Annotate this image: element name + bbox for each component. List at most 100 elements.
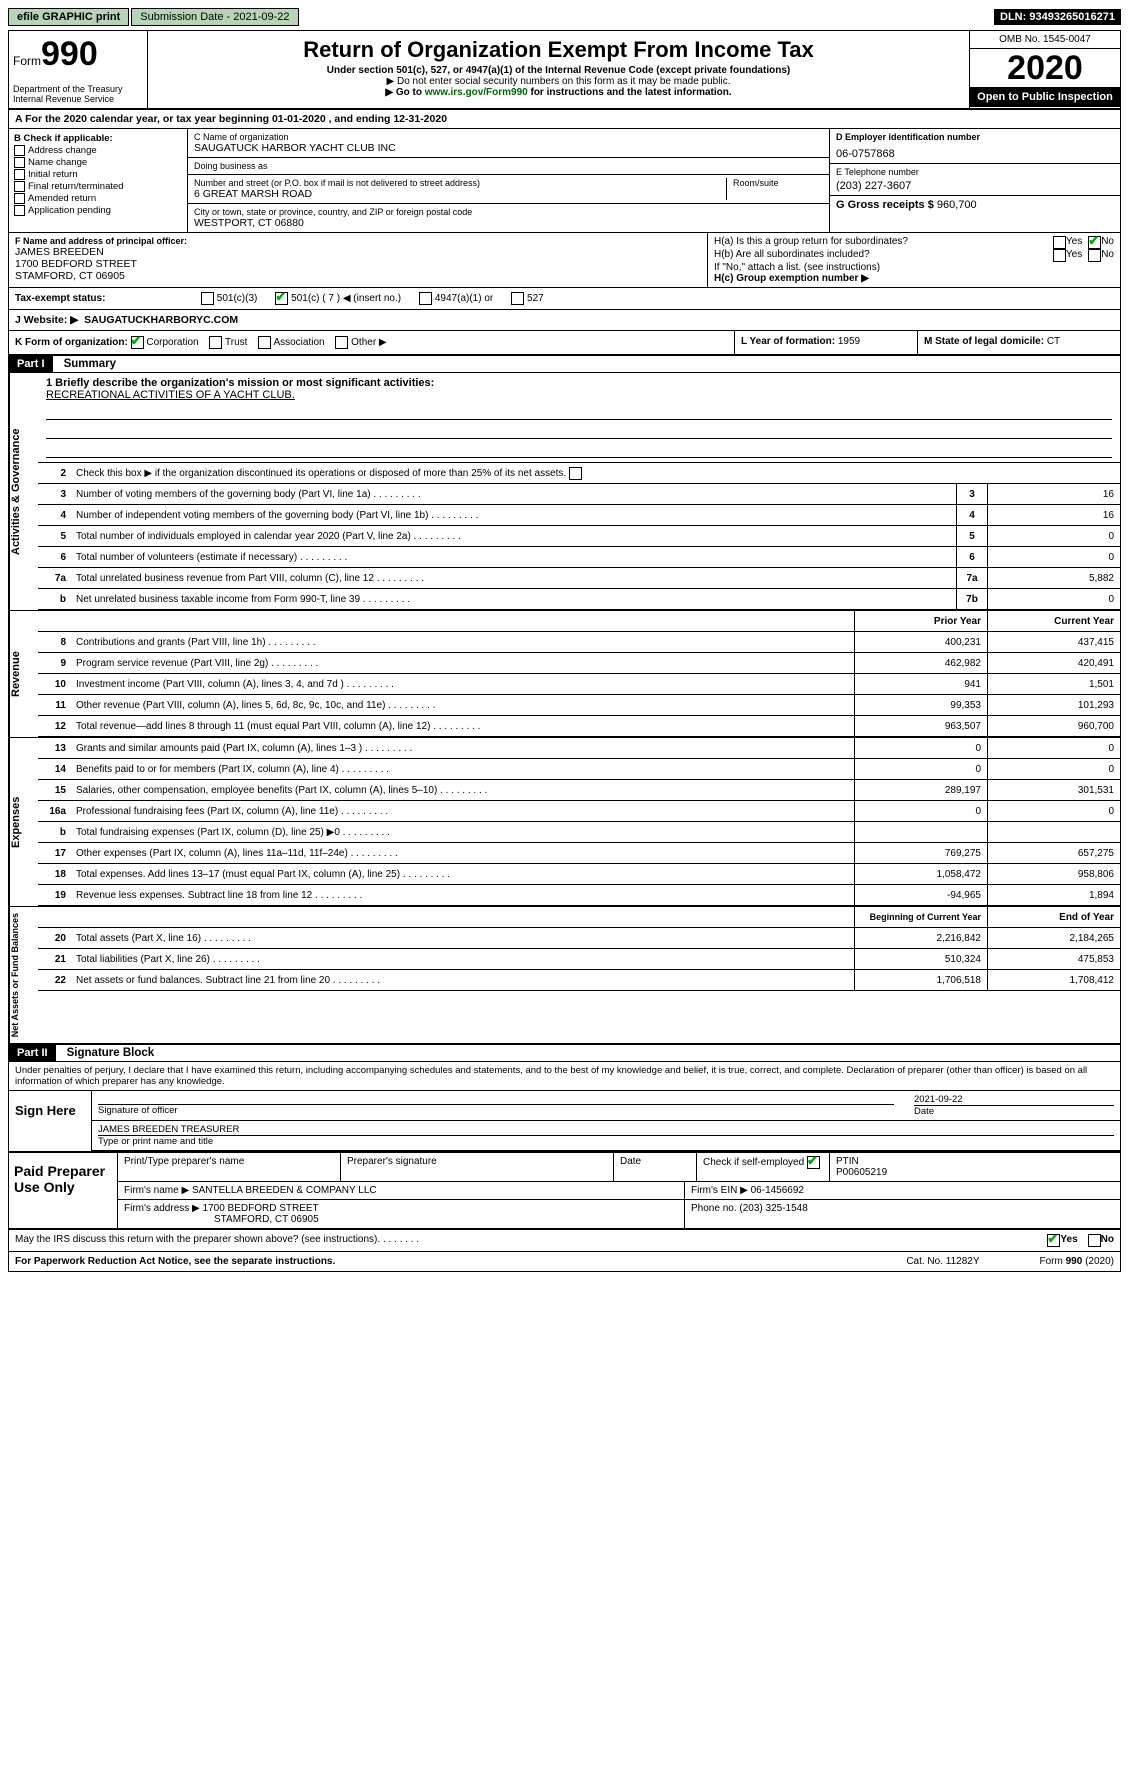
line2-checkbox[interactable] — [569, 467, 582, 480]
hb-note: If "No," attach a list. (see instruction… — [714, 262, 1114, 273]
paid-preparer-block: Paid Preparer Use Only Print/Type prepar… — [9, 1151, 1120, 1230]
527-checkbox[interactable] — [511, 292, 524, 305]
state-domicile: CT — [1047, 336, 1060, 347]
checkbox-address-change[interactable]: Address change — [14, 145, 182, 156]
summary-line: 21Total liabilities (Part X, line 26)510… — [38, 949, 1120, 970]
omb-number: OMB No. 1545-0047 — [970, 31, 1120, 49]
sig-date-label: Date — [914, 1105, 1114, 1117]
501c-checkbox[interactable] — [275, 292, 288, 305]
discuss-no-checkbox[interactable] — [1088, 1234, 1101, 1247]
self-employed-checkbox[interactable] — [807, 1156, 820, 1169]
firm-name-label: Firm's name ▶ — [124, 1185, 189, 1196]
summary-line: 5Total number of individuals employed in… — [38, 526, 1120, 547]
firm-ein-value: 06-1456692 — [751, 1185, 804, 1196]
ein-value: 06-0757868 — [836, 148, 1114, 160]
website-value: SAUGATUCKHARBORYC.COM — [84, 314, 238, 326]
hb-yes-checkbox[interactable] — [1053, 249, 1066, 262]
part2-title: Signature Block — [59, 1044, 163, 1062]
officer-addr2: STAMFORD, CT 06905 — [15, 270, 701, 282]
end-header: End of Year — [987, 907, 1120, 927]
revenue-section: Revenue Prior Year Current Year 8Contrib… — [9, 610, 1120, 737]
hb-no-checkbox[interactable] — [1088, 249, 1101, 262]
governance-section: Activities & Governance 1 Briefly descri… — [9, 373, 1120, 610]
summary-line: 6Total number of volunteers (estimate if… — [38, 547, 1120, 568]
subtitle-1: Under section 501(c), 527, or 4947(a)(1)… — [156, 65, 961, 76]
checkbox-amended-return[interactable]: Amended return — [14, 193, 182, 204]
subtitle-2: ▶ Do not enter social security numbers o… — [156, 76, 961, 87]
summary-line: 8Contributions and grants (Part VIII, li… — [38, 632, 1120, 653]
summary-line: 13Grants and similar amounts paid (Part … — [38, 738, 1120, 759]
line2-desc: Check this box ▶ if the organization dis… — [72, 465, 1120, 482]
ptin-value: P00605219 — [836, 1167, 1114, 1178]
discuss-question: May the IRS discuss this return with the… — [15, 1234, 377, 1247]
firm-name-value: SANTELLA BREEDEN & COMPANY LLC — [192, 1185, 377, 1196]
checkbox-final-return[interactable]: Final return/terminated — [14, 181, 182, 192]
officer-name: JAMES BREEDEN — [15, 246, 701, 258]
gross-receipts-value: 960,700 — [937, 199, 977, 211]
perjury-statement: Under penalties of perjury, I declare th… — [9, 1062, 1120, 1090]
pra-notice: For Paperwork Reduction Act Notice, see … — [15, 1256, 335, 1267]
ptin-label: PTIN — [836, 1156, 1114, 1167]
org-name-label: C Name of organization — [194, 132, 823, 142]
other-checkbox[interactable] — [335, 336, 348, 349]
website-row: J Website: ▶ SAUGATUCKHARBORYC.COM — [9, 310, 1120, 331]
open-inspection-label: Open to Public Inspection — [970, 87, 1120, 107]
mission-answer: RECREATIONAL ACTIVITIES OF A YACHT CLUB. — [46, 389, 1112, 401]
org-name-value: SAUGATUCK HARBOR YACHT CLUB INC — [194, 142, 823, 154]
trust-checkbox[interactable] — [209, 336, 222, 349]
summary-line: 18Total expenses. Add lines 13–17 (must … — [38, 864, 1120, 885]
preparer-date-header: Date — [614, 1153, 697, 1181]
year-formation: 1959 — [838, 336, 860, 347]
phone-value: (203) 227-3607 — [836, 180, 1114, 192]
balances-section: Net Assets or Fund Balances Beginning of… — [9, 906, 1120, 1043]
form-title: Return of Organization Exempt From Incom… — [156, 37, 961, 63]
4947-checkbox[interactable] — [419, 292, 432, 305]
info-grid: B Check if applicable: Address change Na… — [9, 129, 1120, 233]
period-row: A For the 2020 calendar year, or tax yea… — [9, 110, 1120, 129]
officer-addr1: 1700 BEDFORD STREET — [15, 258, 701, 270]
officer-label: F Name and address of principal officer: — [15, 236, 701, 246]
current-year-header: Current Year — [987, 611, 1120, 631]
501c3-checkbox[interactable] — [201, 292, 214, 305]
officer-typed-name: JAMES BREEDEN TREASURER — [98, 1124, 1114, 1135]
row-f-h: F Name and address of principal officer:… — [9, 233, 1120, 288]
discuss-yes-checkbox[interactable] — [1047, 1234, 1060, 1247]
form-header: Form990 Department of the Treasury Inter… — [9, 31, 1120, 110]
catalog-number: Cat. No. 11282Y — [906, 1256, 979, 1267]
corp-checkbox[interactable] — [131, 336, 144, 349]
ha-yes-checkbox[interactable] — [1053, 236, 1066, 249]
efile-button[interactable]: efile GRAPHIC print — [8, 8, 129, 26]
firm-addr2: STAMFORD, CT 06905 — [214, 1214, 319, 1225]
sign-here-block: Sign Here Signature of officer 2021-09-2… — [9, 1090, 1120, 1151]
firm-phone-value: (203) 325-1548 — [739, 1203, 807, 1214]
summary-line: 17Other expenses (Part IX, column (A), l… — [38, 843, 1120, 864]
tax-year: 2020 — [970, 49, 1120, 87]
part1-header-row: Part I Summary — [9, 356, 1120, 373]
summary-line: 14Benefits paid to or for members (Part … — [38, 759, 1120, 780]
mission-question: 1 Briefly describe the organization's mi… — [46, 377, 1112, 389]
tax-exempt-row: Tax-exempt status: 501(c)(3) 501(c) ( 7 … — [9, 288, 1120, 310]
summary-line: 11Other revenue (Part VIII, column (A), … — [38, 695, 1120, 716]
checkbox-name-change[interactable]: Name change — [14, 157, 182, 168]
preparer-name-header: Print/Type preparer's name — [118, 1153, 341, 1181]
summary-line: 19Revenue less expenses. Subtract line 1… — [38, 885, 1120, 906]
summary-line: 12Total revenue—add lines 8 through 11 (… — [38, 716, 1120, 737]
summary-line: 3Number of voting members of the governi… — [38, 484, 1120, 505]
beginning-header: Beginning of Current Year — [854, 907, 987, 927]
city-value: WESTPORT, CT 06880 — [194, 217, 823, 229]
irs-link[interactable]: www.irs.gov/Form990 — [425, 87, 528, 98]
ha-no-checkbox[interactable] — [1088, 236, 1101, 249]
gross-receipts-label: G Gross receipts $ — [836, 199, 934, 211]
footer-row: For Paperwork Reduction Act Notice, see … — [9, 1251, 1120, 1271]
ha-label: H(a) Is this a group return for subordin… — [714, 236, 1053, 249]
box-b-label: B Check if applicable: — [14, 133, 182, 144]
checkbox-initial-return[interactable]: Initial return — [14, 169, 182, 180]
form-footer-label: Form 990 (2020) — [1040, 1256, 1114, 1267]
summary-line: 10Investment income (Part VIII, column (… — [38, 674, 1120, 695]
dba-label: Doing business as — [194, 161, 823, 171]
paid-preparer-label: Paid Preparer Use Only — [9, 1153, 117, 1228]
checkbox-application-pending[interactable]: Application pending — [14, 205, 182, 216]
firm-addr-label: Firm's address ▶ — [124, 1203, 200, 1214]
submission-date-label: Submission Date - 2021-09-22 — [131, 8, 298, 26]
assoc-checkbox[interactable] — [258, 336, 271, 349]
